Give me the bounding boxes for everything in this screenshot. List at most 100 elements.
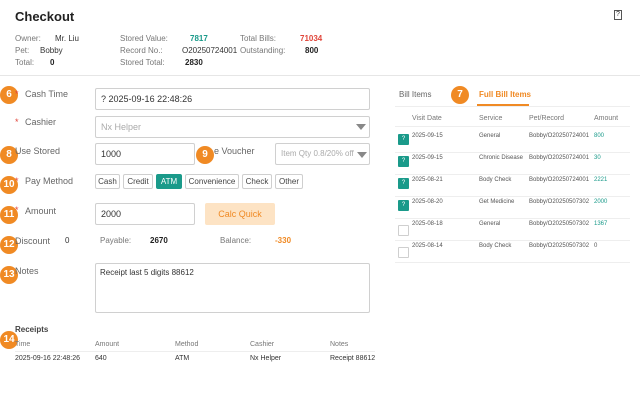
cashier-label: Cashier xyxy=(25,117,57,127)
bills-header-service: Service xyxy=(479,115,503,122)
badge-10: 10 xyxy=(0,176,18,194)
chevron-down-icon xyxy=(357,152,367,158)
use-stored-value: 1000 xyxy=(101,149,122,159)
calc-quick-button[interactable]: Calc Quick xyxy=(205,203,275,225)
total-label: Total: xyxy=(15,58,35,67)
page-title: Checkout xyxy=(15,9,75,24)
receipts-header-amount: Amount xyxy=(95,341,120,348)
owner-label: Owner: xyxy=(15,34,41,43)
row-checkbox[interactable]: ? xyxy=(398,178,409,189)
total-bills-value: 71034 xyxy=(300,34,323,43)
stored-total-label: Stored Total: xyxy=(120,58,165,67)
discount-value: 0 xyxy=(65,236,70,245)
notes-label: Notes xyxy=(15,266,39,276)
row-checkbox[interactable] xyxy=(398,225,409,236)
row-divider xyxy=(395,218,630,219)
badge-12: 12 xyxy=(0,236,18,254)
bill-amount: 2221 xyxy=(594,177,608,183)
bill-record: Bobby/O20250724001 xyxy=(529,177,590,183)
amount-input[interactable]: 2000 xyxy=(95,203,195,225)
bill-date: 2025-09-15 xyxy=(412,133,443,139)
owner-value: Mr. Liu xyxy=(55,34,80,43)
row-divider xyxy=(395,152,630,153)
bill-amount: 800 xyxy=(594,133,605,139)
chevron-down-icon xyxy=(356,124,366,130)
badge-14: 14 xyxy=(0,331,18,349)
bill-service: General xyxy=(479,221,501,227)
receipts-divider xyxy=(15,351,375,352)
balance-label: Balance: xyxy=(220,236,252,245)
row-checkbox[interactable]: ? xyxy=(398,200,409,211)
discount-label: Discount xyxy=(15,236,51,246)
badge-8: 8 xyxy=(0,146,18,164)
receipts-title: Receipts xyxy=(15,325,49,334)
tab-bill-items[interactable]: Bill Items xyxy=(399,90,432,99)
total-bills-label: Total Bills: xyxy=(240,34,277,43)
badge-6: 6 xyxy=(0,86,18,104)
notes-textarea[interactable]: Receipt last 5 digits 88612 xyxy=(95,263,370,313)
receipts-header-cashier: Cashier xyxy=(250,341,275,348)
record-no-value: O20250724001 xyxy=(182,46,238,55)
record-no-label: Record No.: xyxy=(120,46,163,55)
bill-row[interactable]: ? 2025-08-20 Get Medicine Bobby/O2025050730… xyxy=(395,197,630,219)
cash-time-input[interactable]: ? 2025-09-16 22:48:26 xyxy=(95,88,370,110)
cash-time-label: Cash Time xyxy=(25,89,69,99)
bill-row[interactable]: ? 2025-09-15 Chronic Disease Bobby/O2025072… xyxy=(395,153,630,175)
bill-date: 2025-08-21 xyxy=(412,177,443,183)
bill-service: Get Medicine xyxy=(479,199,515,205)
pay-method-credit[interactable]: Credit xyxy=(123,174,153,189)
pay-method-other[interactable]: Other xyxy=(275,174,303,189)
bills-header-date: Visit Date xyxy=(412,115,442,122)
bill-row[interactable]: ? 2025-08-21 Body Check Bobby/O20250724001 2… xyxy=(395,175,630,197)
outstanding-label: Outstanding: xyxy=(240,46,286,55)
amount-label: Amount xyxy=(25,206,57,216)
notes-value: Receipt last 5 digits 88612 xyxy=(100,268,194,277)
bill-row[interactable]: ? 2025-09-15 General Bobby/O20250724001 800 xyxy=(395,131,630,153)
required-mark: * xyxy=(15,176,19,186)
stored-value-label: Stored Value: xyxy=(120,34,168,43)
use-stored-input[interactable]: 1000 xyxy=(95,143,195,165)
pet-label: Pet: xyxy=(15,46,30,55)
pet-value: Bobby xyxy=(40,46,63,55)
row-checkbox[interactable] xyxy=(398,247,409,258)
bill-date: 2025-08-18 xyxy=(412,221,443,227)
bill-date: 2025-08-20 xyxy=(412,199,443,205)
pay-method-atm[interactable]: ATM xyxy=(156,174,182,189)
payable-value: 2670 xyxy=(150,236,168,245)
bill-amount: 1367 xyxy=(594,221,608,227)
receipts-header-method: Method xyxy=(175,341,199,348)
row-checkbox[interactable]: ? xyxy=(398,134,409,145)
tabs-divider xyxy=(395,106,630,107)
tab-full-bill-items[interactable]: Full Bill Items xyxy=(479,90,532,99)
required-mark: * xyxy=(15,117,19,127)
pay-method-check[interactable]: Check xyxy=(242,174,272,189)
pay-method-label: Pay Method xyxy=(25,176,74,186)
row-checkbox[interactable]: ? xyxy=(398,156,409,167)
bill-row[interactable]: 2025-08-18 General Bobby/O20250507302 1367 xyxy=(395,219,630,241)
stored-value: 7817 xyxy=(190,34,208,43)
bill-record: Bobby/O20250507302 xyxy=(529,243,590,249)
row-divider xyxy=(395,262,630,263)
badge-7: 7 xyxy=(451,86,469,104)
balance-value: -330 xyxy=(275,236,292,245)
help-icon[interactable]: ? xyxy=(614,10,622,20)
payable-label: Payable: xyxy=(100,236,132,245)
pay-method-convenience[interactable]: Convenience xyxy=(185,174,239,189)
bill-record: Bobby/O20250507302 xyxy=(529,221,590,227)
stored-total-value: 2830 xyxy=(185,58,203,67)
row-divider xyxy=(395,196,630,197)
bills-header-divider xyxy=(395,126,630,127)
amount-value: 2000 xyxy=(101,209,122,219)
bill-row[interactable]: 2025-08-14 Body Check Bobby/O20250507302 0 xyxy=(395,241,630,263)
bill-date: 2025-08-14 xyxy=(412,243,443,249)
bills-header-amount: Amount xyxy=(594,115,619,122)
receipt-time: 2025-09-16 22:48:26 xyxy=(15,355,80,362)
bill-date: 2025-09-15 xyxy=(412,155,443,161)
cash-time-value: 2025-09-16 22:48:26 xyxy=(108,94,193,104)
receipt-notes: Receipt 88612 xyxy=(330,355,376,362)
bill-amount: 2000 xyxy=(594,199,608,205)
row-divider xyxy=(395,174,630,175)
cashier-select[interactable]: Nx Helper xyxy=(95,116,370,138)
voucher-select[interactable]: Item Qty 0.8/20% off xyxy=(275,143,370,165)
pay-method-cash[interactable]: Cash xyxy=(95,174,120,189)
